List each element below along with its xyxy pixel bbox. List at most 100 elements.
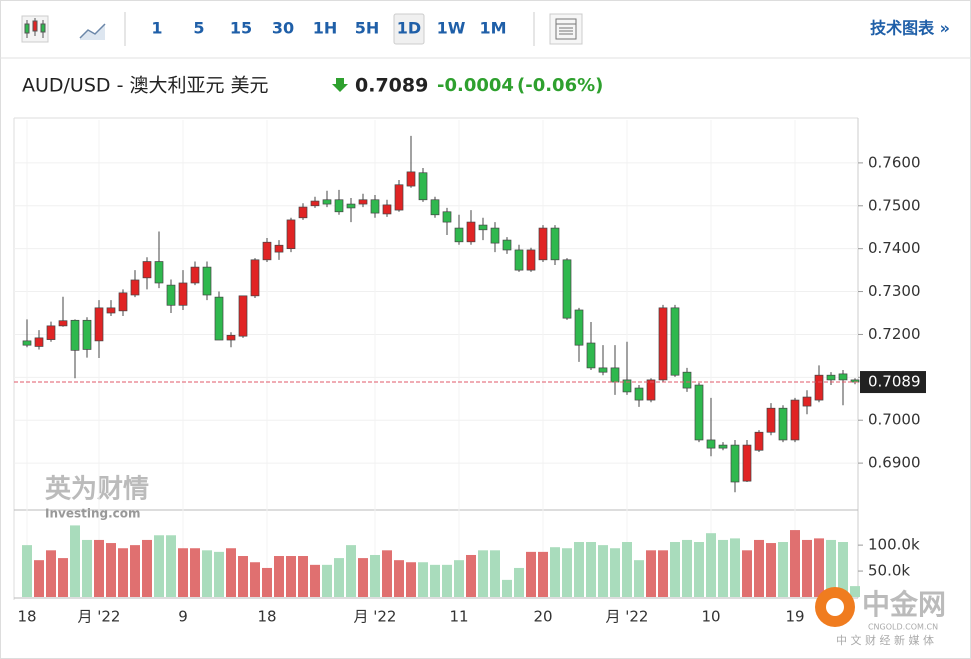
- volume-bar: [538, 551, 548, 597]
- volume-bar: [814, 538, 824, 597]
- volume-bar: [394, 560, 404, 597]
- price-change: -0.0004: [437, 75, 514, 96]
- candle-body: [190, 266, 200, 284]
- last-price-label: 0.7089: [868, 373, 921, 391]
- candle-body: [706, 439, 716, 449]
- volume-bar: [766, 543, 776, 597]
- volume-bar: [586, 542, 596, 597]
- candle-body: [730, 444, 740, 483]
- volume-bar: [754, 539, 764, 597]
- interval-button[interactable]: 30: [272, 19, 294, 38]
- candle-body: [430, 199, 440, 216]
- volume-bar: [106, 543, 116, 597]
- x-tick-label: 18: [257, 608, 276, 626]
- candle-body: [442, 211, 452, 223]
- candle-body: [454, 227, 464, 243]
- candle-body: [118, 292, 128, 312]
- logo-tagline: 中 文 财 经 新 媒 体: [836, 633, 934, 647]
- candle-body: [526, 249, 536, 271]
- candle-body: [562, 259, 572, 319]
- interval-button[interactable]: 1M: [479, 19, 506, 38]
- candle-body: [34, 337, 44, 347]
- volume-bar: [550, 547, 560, 597]
- y-tick-label: 0.7400: [868, 239, 921, 257]
- volume-bar: [598, 545, 608, 597]
- symbol-title: AUD/USD - 澳大利亚元 美元: [22, 75, 269, 97]
- y-tick-label: 0.7000: [868, 411, 921, 429]
- candle-body: [166, 284, 176, 306]
- tech-chart-link[interactable]: 技术图表 »: [870, 19, 950, 38]
- candle-body: [394, 184, 404, 211]
- volume-bar: [478, 550, 488, 597]
- candle-body: [250, 259, 260, 297]
- volume-bar: [838, 542, 848, 597]
- candle-body: [46, 325, 56, 340]
- candle-body: [130, 279, 140, 296]
- volume-bar: [286, 556, 296, 597]
- y-tick-label: 0.7200: [868, 325, 921, 343]
- volume-bar: [634, 560, 644, 597]
- candle-body: [466, 221, 476, 243]
- interval-button[interactable]: 15: [230, 19, 252, 38]
- interval-button[interactable]: 1: [151, 19, 162, 38]
- volume-bar: [430, 564, 440, 597]
- y-tick-label: 0.7600: [868, 153, 921, 171]
- candle-body: [298, 206, 308, 219]
- candle-body: [814, 374, 824, 401]
- volume-bar: [622, 542, 632, 597]
- volume-bar: [358, 558, 368, 597]
- candle-body: [238, 295, 248, 337]
- candle-body: [226, 334, 236, 341]
- interval-button[interactable]: 5: [193, 19, 204, 38]
- logo-name: 中金网: [862, 588, 946, 621]
- candle-body: [838, 373, 848, 381]
- candle-body: [778, 407, 788, 441]
- volume-bar: [562, 548, 572, 597]
- candle-body: [310, 200, 320, 207]
- candle-body: [94, 307, 104, 342]
- volume-bar: [802, 539, 812, 597]
- volume-bar: [346, 545, 356, 597]
- y-tick-label: 0.7500: [868, 196, 921, 214]
- layout-icon[interactable]: [549, 13, 583, 45]
- candle-body: [334, 199, 344, 213]
- volume-bar: [142, 539, 152, 597]
- candle-body: [286, 219, 296, 250]
- x-tick-label: 月 '22: [354, 608, 397, 626]
- volume-bar: [298, 556, 308, 597]
- volume-bar: [514, 567, 524, 597]
- price-change-pct: (-0.06%): [517, 75, 603, 96]
- watermark-site: Investing.com: [45, 507, 141, 521]
- candle-body: [598, 367, 608, 373]
- line-icon[interactable]: [79, 23, 106, 40]
- candle-body: [106, 307, 116, 314]
- interval-button[interactable]: 1D: [397, 19, 421, 38]
- volume-bar: [238, 556, 248, 597]
- candle-body: [82, 319, 92, 350]
- interval-button[interactable]: 5H: [355, 19, 380, 38]
- candle-body: [802, 396, 812, 407]
- candle-body: [658, 307, 668, 381]
- volume-bar: [850, 586, 860, 597]
- candle-body: [22, 340, 32, 346]
- candle-body: [766, 407, 776, 433]
- volume-bar: [778, 542, 788, 597]
- volume-bar: [382, 550, 392, 597]
- interval-button[interactable]: 1W: [437, 19, 466, 38]
- candle-body: [742, 444, 752, 482]
- x-tick-label: 月 '22: [606, 608, 649, 626]
- candle-body: [370, 199, 380, 214]
- candle-body: [142, 261, 152, 279]
- volume-bar: [502, 579, 512, 597]
- volume-bar: [442, 564, 452, 597]
- candle-icon[interactable]: [21, 15, 49, 43]
- candle-body: [610, 367, 620, 383]
- volume-bar: [118, 548, 128, 597]
- watermark-name: 英为财情: [45, 475, 149, 505]
- volume-bar: [22, 545, 32, 597]
- volume-bar: [214, 551, 224, 597]
- interval-button[interactable]: 1H: [313, 19, 338, 38]
- volume-bar: [790, 530, 800, 597]
- volume-bar: [730, 538, 740, 597]
- volume-bar: [178, 548, 188, 597]
